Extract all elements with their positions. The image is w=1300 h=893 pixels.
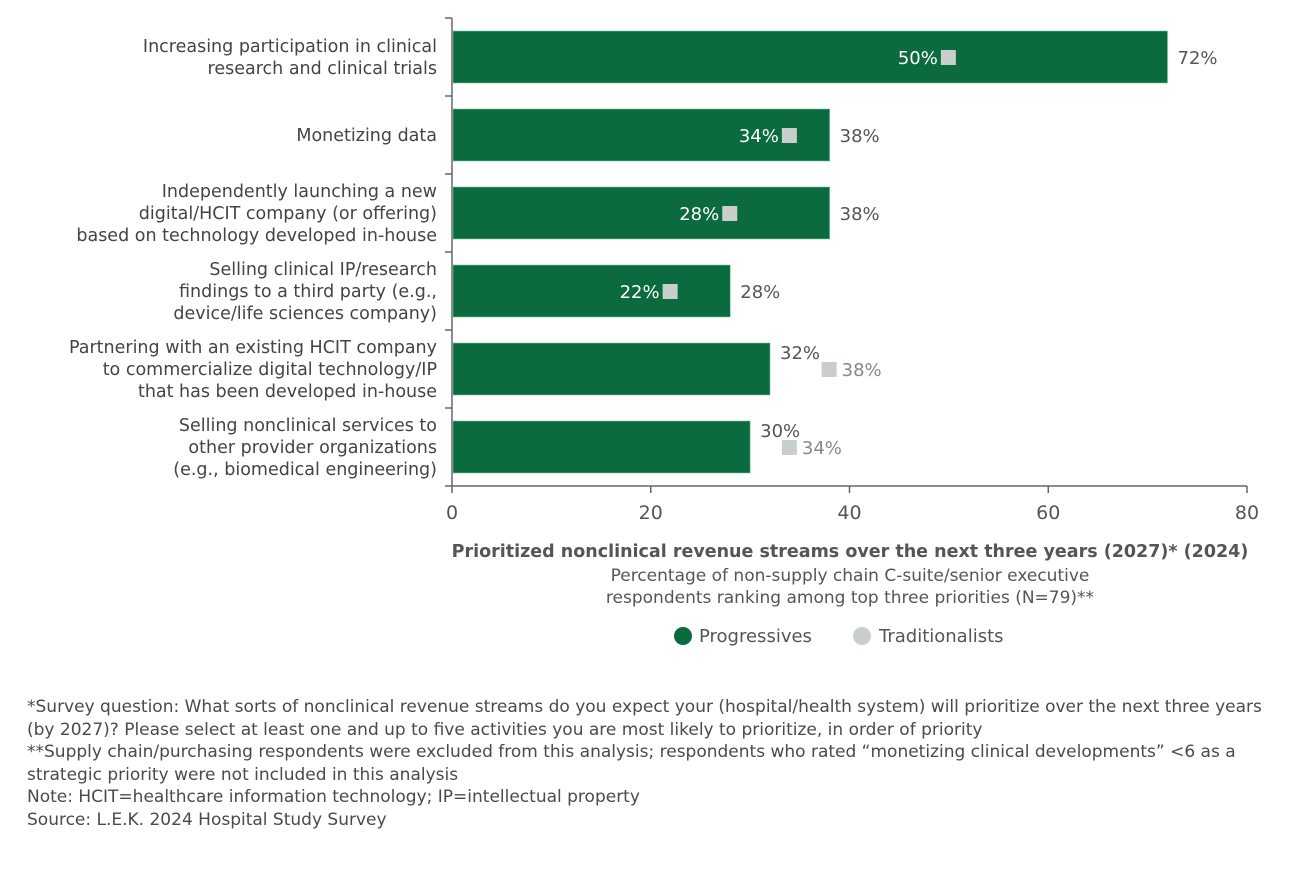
bar-progressives [452,420,751,474]
data-label-traditionalists: 28% [679,204,719,225]
data-label-progressives: 30% [760,421,800,442]
x-tick-label: 80 [1235,502,1259,524]
bar-progressives [452,186,830,240]
footnote-survey-question: *Survey question: What sorts of nonclini… [27,697,1262,740]
category-label: (e.g., biomedical engineering) [173,460,437,480]
category-label: Increasing participation in clinical [143,37,437,57]
bar-progressives [452,342,771,396]
data-label-traditionalists: 50% [898,48,938,69]
chart-title: Prioritized nonclinical revenue streams … [452,542,1249,562]
x-tick-label: 40 [837,502,861,524]
data-label-progressives: 32% [780,343,820,364]
marker-traditionalists [781,440,797,455]
marker-traditionalists [940,50,956,65]
data-label-progressives: 28% [740,282,780,303]
marker-traditionalists [662,284,678,299]
category-label: device/life sciences company) [173,304,437,324]
bar-progressives [452,264,731,318]
category-label: Partnering with an existing HCIT company [69,338,437,358]
footnote-exclusion: **Supply chain/purchasing respondents we… [27,742,1236,785]
category-label: Selling nonclinical services to [179,416,437,436]
bar-progressives [452,108,830,162]
marker-traditionalists [821,362,837,377]
category-label: Independently launching a new [162,182,437,202]
category-label: that has been developed in-house [138,382,437,402]
chart-subtitle: respondents ranking among top three prio… [606,588,1094,608]
category-label: research and clinical trials [208,59,437,79]
footnote-source: Source: L.E.K. 2024 Hospital Study Surve… [27,809,387,830]
category-label: Selling clinical IP/research [209,260,437,280]
footnote-abbreviations: Note: HCIT=healthcare information techno… [27,787,640,807]
bar-progressives [452,30,1168,84]
bar-chart: 0 20 40 60 80 Increasing participation in cli… [69,17,1259,647]
data-label-progressives: 38% [840,204,880,225]
category-label: other provider organizations [188,438,437,458]
legend-marker-progressives [674,627,692,645]
legend-label-progressives: Progressives [699,626,812,647]
category-label: Monetizing data [296,126,437,146]
marker-traditionalists [781,128,797,143]
footnotes: *Survey question: What sorts of nonclini… [27,696,1277,831]
marker-traditionalists [722,206,738,221]
chart-subtitle: Percentage of non-supply chain C-suite/s… [611,566,1090,586]
x-tick-label: 60 [1036,502,1060,524]
data-label-traditionalists: 34% [802,438,842,459]
legend-marker-traditionalists [853,627,871,645]
category-label: digital/HCIT company (or offering) [139,204,437,224]
x-tick-label: 0 [446,502,458,524]
data-label-progressives: 38% [840,126,880,147]
data-label-traditionalists: 38% [842,360,882,381]
data-label-traditionalists: 34% [739,126,779,147]
data-label-traditionalists: 22% [620,282,660,303]
x-tick-label: 20 [639,502,663,524]
data-label-progressives: 72% [1178,48,1218,69]
category-label: based on technology developed in-house [76,226,437,246]
legend-label-traditionalists: Traditionalists [878,626,1004,647]
category-label: findings to a third party (e.g., [179,282,437,302]
category-label: to commercialize digital technology/IP [103,360,437,380]
